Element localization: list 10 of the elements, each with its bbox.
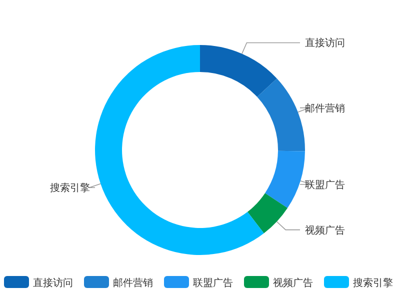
legend-label: 视频广告: [273, 277, 313, 289]
legend-label: 搜索引擎: [353, 277, 393, 289]
slice-label: 直接访问: [305, 37, 345, 50]
legend-label: 直接访问: [33, 277, 73, 289]
legend-label: 联盟广告: [193, 277, 233, 289]
slice-label: 联盟广告: [305, 178, 345, 191]
slice-label: 搜索引擎: [50, 182, 90, 194]
slice-label: 邮件营销: [305, 102, 345, 114]
slice-label: 视频广告: [305, 224, 345, 236]
legend-label: 邮件营销: [113, 277, 153, 289]
